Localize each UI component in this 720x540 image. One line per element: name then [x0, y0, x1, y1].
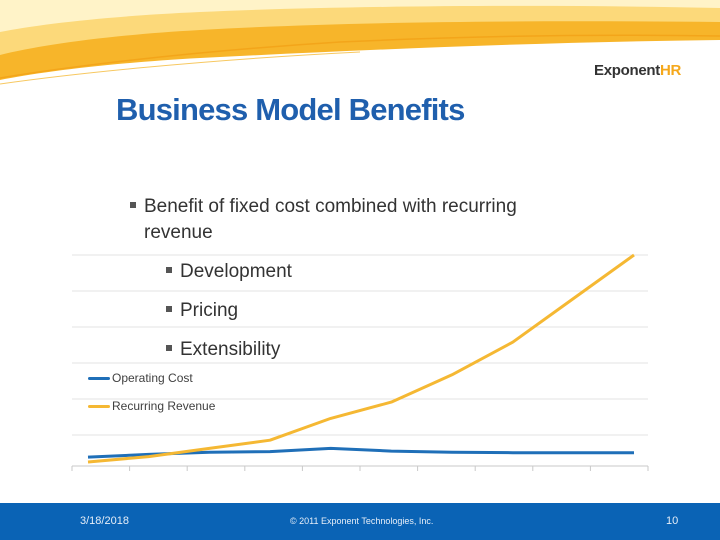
legend-swatch-recurring-revenue: [88, 405, 110, 409]
bullet-marker: [166, 266, 172, 273]
page-number: 10: [666, 515, 679, 527]
slide-title: Business Model Benefits: [116, 92, 465, 127]
bullet-marker: [166, 305, 172, 312]
header-swoosh: [0, 0, 720, 85]
series-recurring-revenue-line: [87, 253, 635, 464]
footer-copyright: © 2011 Exponent Technologies, Inc.: [290, 516, 434, 526]
footer-date: 3/18/2018: [80, 515, 129, 527]
main-bullet-text-continued: revenue: [144, 222, 213, 243]
footer-bar: 3/18/2018 © 2011 Exponent Technologies, …: [0, 503, 720, 540]
sub-bullet-development: Development: [166, 261, 292, 283]
legend-swatch-operating-cost: [88, 377, 110, 381]
sub-bullet-extensibility: Extensibility: [166, 339, 280, 361]
chart-gridlines: [72, 254, 648, 467]
legend-operating-cost: Operating Cost: [88, 371, 193, 385]
main-bullet-text: Benefit of fixed cost combined with recu…: [144, 196, 517, 217]
company-logo: ExponentHR: [594, 62, 682, 79]
bullet-marker: [166, 344, 172, 351]
chart-x-ticks: [71, 466, 649, 471]
legend-recurring-revenue: Recurring Revenue: [88, 399, 215, 413]
main-bullet: Benefit of fixed cost combined with recu…: [130, 194, 517, 246]
sub-bullet-pricing: Pricing: [166, 300, 238, 322]
bullet-marker: [130, 201, 136, 208]
